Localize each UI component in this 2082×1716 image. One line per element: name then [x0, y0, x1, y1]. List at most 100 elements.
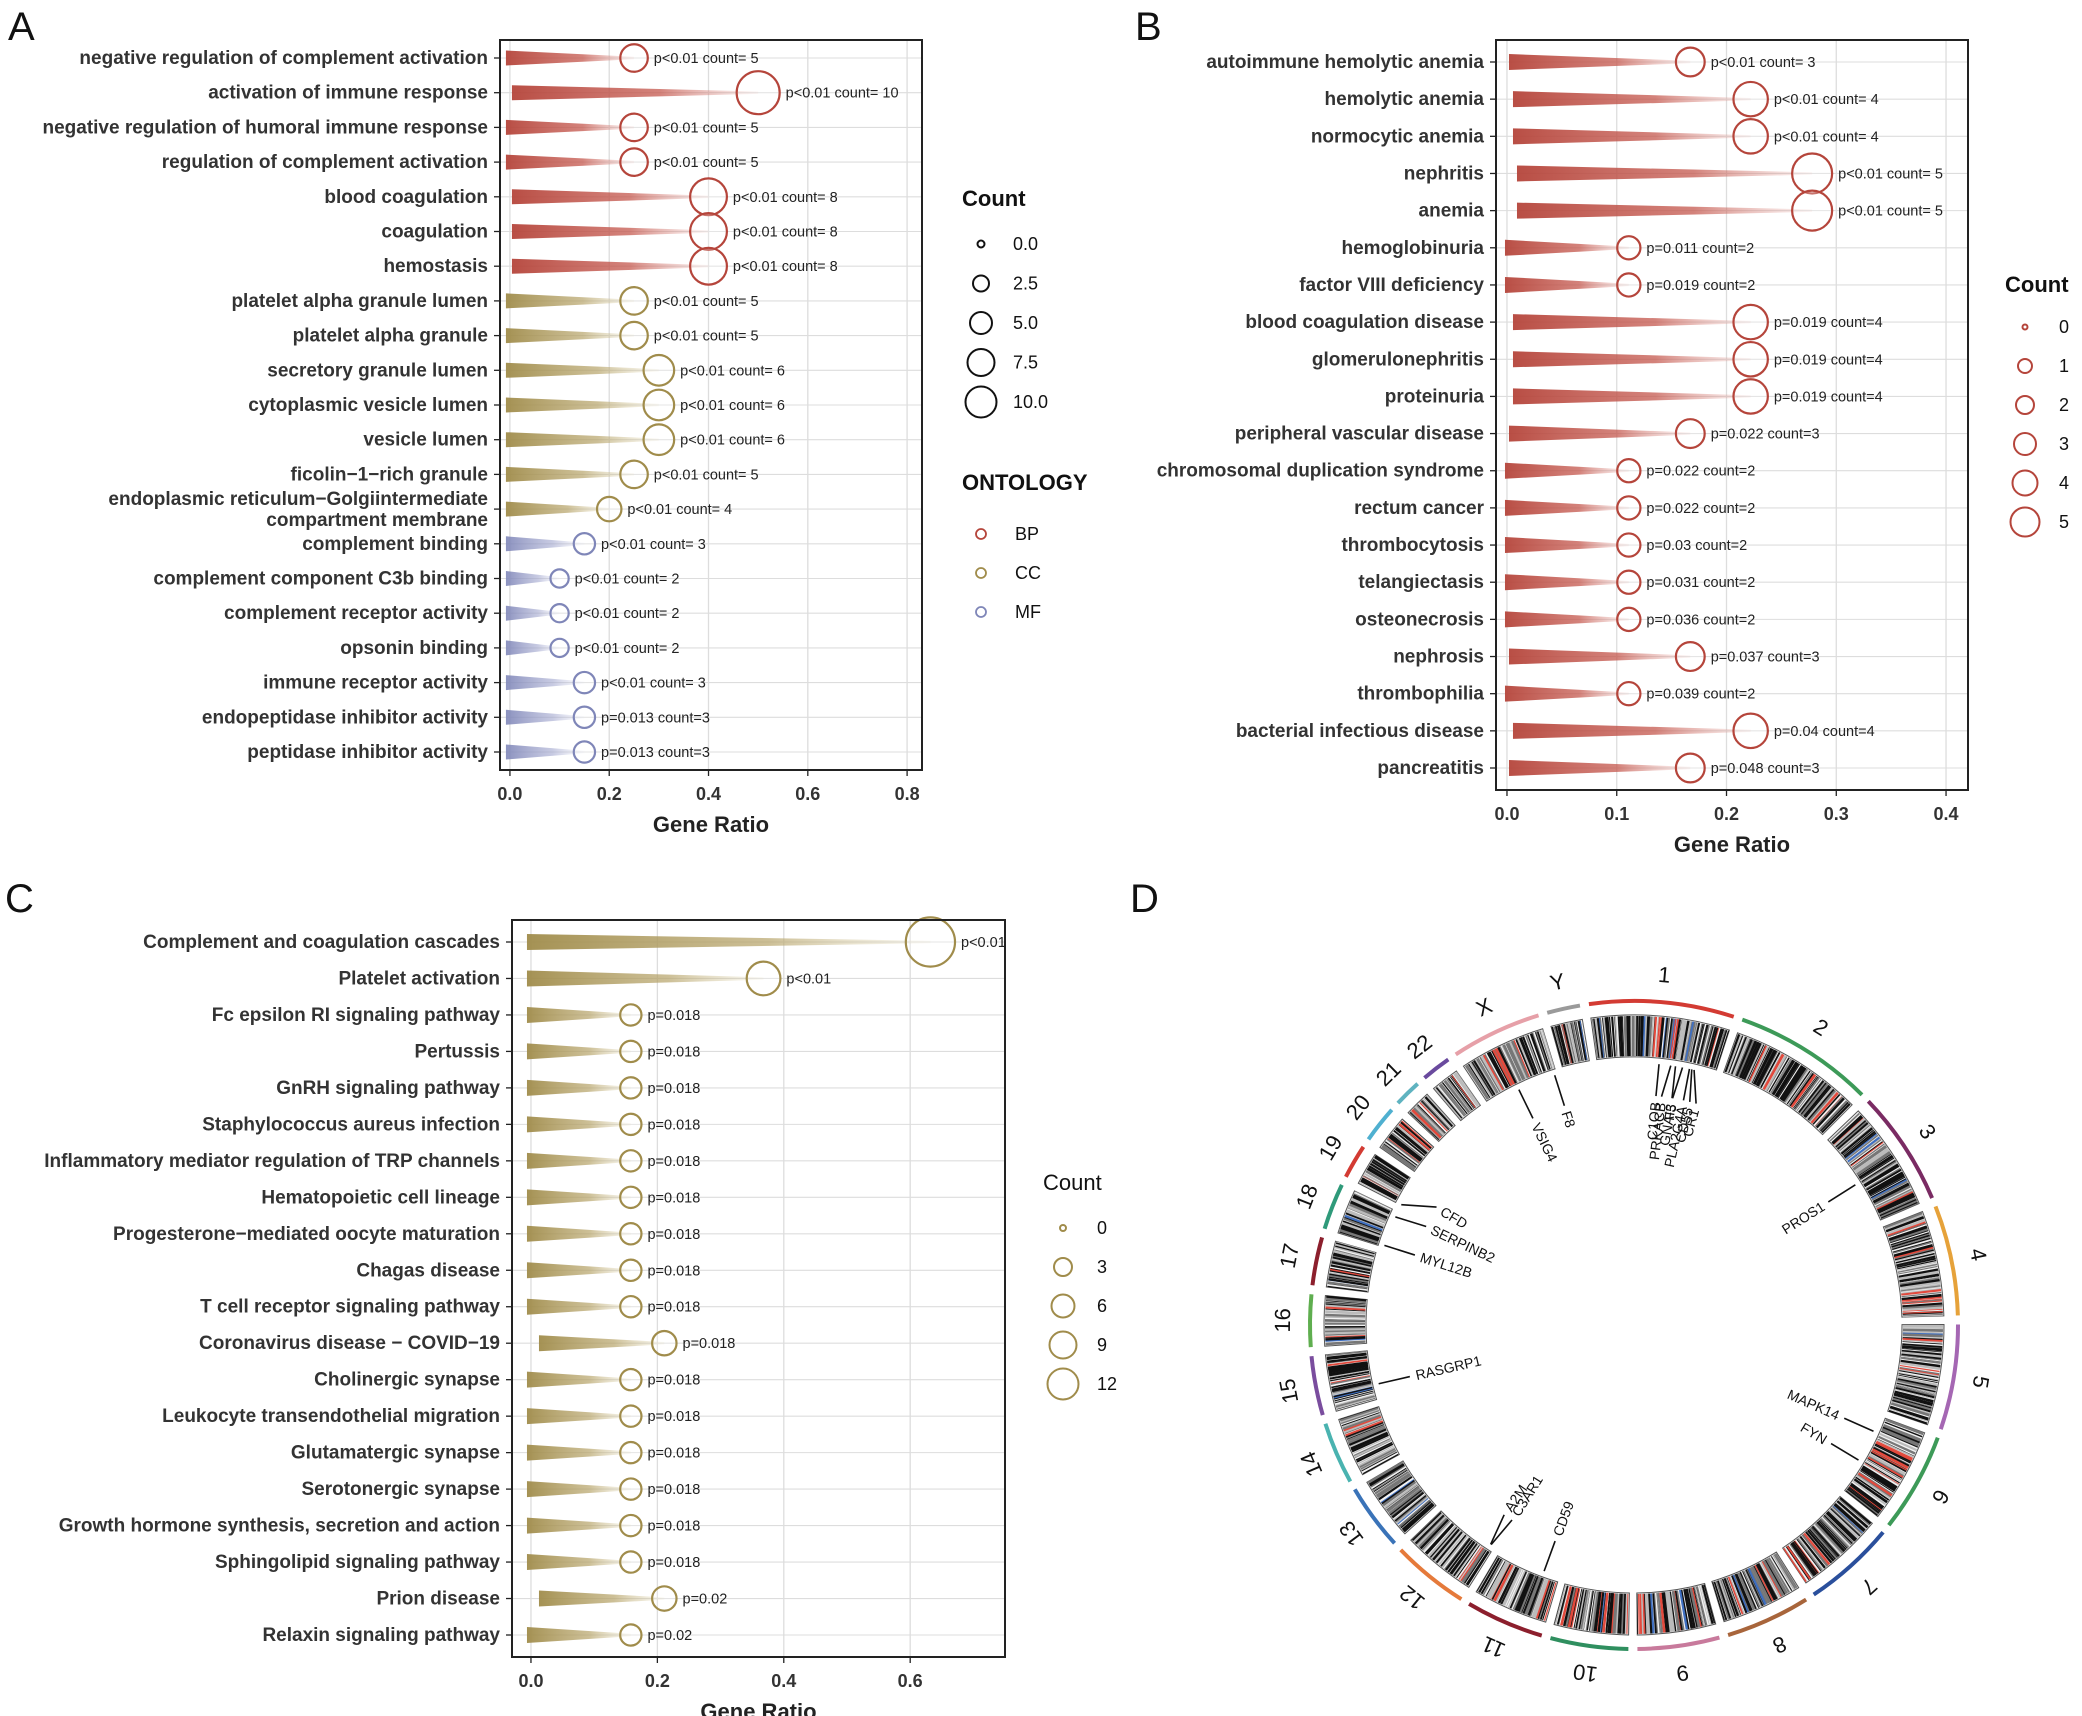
chromosome-band: [1411, 1511, 1441, 1540]
chromosome-band: [1870, 1178, 1907, 1199]
bar-wedge: [1512, 388, 1751, 405]
chromosome-band: [1356, 1443, 1393, 1463]
category-label: Pertussis: [414, 1041, 500, 1062]
chromosome-band: [1416, 1516, 1447, 1547]
chromosome-band: [1734, 1038, 1751, 1076]
chromosome-band: [1401, 1120, 1433, 1148]
chromosome-band: [1520, 1037, 1537, 1075]
chromosome-band: [1375, 1155, 1410, 1178]
chromosome-band: [1449, 1540, 1475, 1574]
chromosome-band: [1871, 1448, 1909, 1470]
chromosome-label: 8: [1769, 1631, 1791, 1659]
data-label: p=0.04 count=4: [1774, 724, 1875, 740]
chromosome-band: [1748, 1045, 1768, 1083]
data-label: p<0.01 count= 8: [733, 190, 838, 206]
chromosome-band: [1339, 1406, 1379, 1422]
chromosome-band: [1752, 1565, 1772, 1603]
chromosome-band: [1723, 1577, 1740, 1617]
chromosome-band: [1567, 1022, 1579, 1063]
chromosome-band: [1434, 1087, 1463, 1120]
chromosome-band: [1591, 1018, 1599, 1059]
chromosome-band: [1809, 1527, 1838, 1559]
data-label: p=0.019 count=4: [1774, 315, 1883, 331]
bar-wedge: [511, 85, 759, 101]
bar-wedge: [511, 224, 709, 239]
data-point: [619, 1149, 643, 1173]
data-label: p=0.018: [647, 1519, 700, 1535]
chromosome-band: [1785, 1546, 1810, 1581]
category-label: Hematopoietic cell lineage: [261, 1187, 500, 1208]
data-label: p<0.01: [961, 935, 1006, 951]
chromosome-band: [1901, 1351, 1942, 1358]
data-point: [619, 1076, 643, 1100]
chromosome-band: [1565, 1587, 1576, 1627]
chromosome-band: [1784, 1068, 1808, 1103]
bar-wedge: [505, 605, 560, 621]
chromosome-band: [1325, 1308, 1366, 1312]
chromosome-band: [1882, 1425, 1921, 1442]
data-point: [1732, 303, 1769, 341]
chromosome-band: [1325, 1325, 1366, 1328]
chromosome-band: [1391, 1132, 1424, 1159]
chromosome-band: [1866, 1169, 1902, 1191]
chromosome-band: [1343, 1416, 1382, 1432]
data-point: [619, 1513, 643, 1538]
chromosome-band: [1790, 1543, 1815, 1577]
chromosome-band: [1889, 1228, 1929, 1243]
data-label: p<0.01 count= 3: [601, 537, 706, 553]
x-tick-label: 0.4: [771, 1671, 796, 1691]
category-label: endopeptidase inhibitor activity: [202, 707, 489, 728]
chromosome-band: [1336, 1396, 1376, 1410]
chromosome-band: [1862, 1162, 1898, 1186]
chromosome-band: [1594, 1018, 1602, 1059]
gene-connector: [1401, 1203, 1437, 1208]
bar-wedge: [526, 1444, 631, 1461]
chromosome-band: [1427, 1094, 1455, 1125]
data-point: [619, 1550, 643, 1574]
chromosome-band: [1347, 1205, 1387, 1224]
chromosome-track-outer: [1310, 1236, 1324, 1286]
chromosome-band: [1901, 1348, 1942, 1353]
data-point: [619, 1477, 643, 1501]
chromosome-band: [1505, 1042, 1525, 1081]
chromosome-band: [1735, 1573, 1753, 1612]
chromosome-band: [1765, 1558, 1788, 1595]
bar-wedge: [526, 1079, 631, 1096]
chromosome-band: [1657, 1592, 1663, 1633]
chromosome-band: [1848, 1139, 1882, 1165]
chromosome-band: [1424, 1095, 1454, 1128]
data-label: p=0.037 count=3: [1711, 650, 1820, 666]
chromosome-band: [1902, 1306, 1943, 1311]
data-point: [619, 459, 649, 490]
chromosome-band: [1558, 1024, 1570, 1065]
data-point: [572, 670, 597, 695]
data-point: [1732, 378, 1769, 415]
category-label: rectum cancer: [1354, 498, 1485, 519]
x-tick-label: 0.3: [1824, 804, 1849, 824]
legend-count-label: 2: [2059, 395, 2069, 415]
data-label: p=0.019 count=4: [1774, 352, 1883, 368]
chromosome-band: [1837, 1500, 1869, 1528]
chromosome-band: [1386, 1137, 1420, 1164]
chromosome-band: [1434, 1530, 1463, 1564]
chromosome-band: [1867, 1458, 1903, 1479]
data-label: p=0.018: [647, 1008, 700, 1024]
chromosome-band: [1384, 1483, 1418, 1509]
category-label: normocytic anemia: [1311, 126, 1485, 147]
chromosome-band: [1768, 1557, 1790, 1593]
chromosome-band: [1786, 1070, 1811, 1105]
chromosome-band: [1839, 1497, 1872, 1525]
data-label: p=0.018: [647, 1555, 700, 1571]
chromosome-band: [1325, 1313, 1366, 1317]
legend-count-label: 10.0: [1013, 392, 1048, 412]
chromosome-band: [1449, 1076, 1475, 1109]
chromosome-band: [1381, 1479, 1415, 1505]
chromosome-band: [1819, 1519, 1848, 1549]
chromosome-band: [1486, 1561, 1508, 1598]
chromosome-band: [1468, 1063, 1491, 1099]
legend-count-symbol: [964, 385, 998, 419]
category-label: immune receptor activity: [263, 673, 488, 694]
chromosome-band: [1330, 1267, 1370, 1277]
chromosome-band: [1531, 1578, 1546, 1617]
